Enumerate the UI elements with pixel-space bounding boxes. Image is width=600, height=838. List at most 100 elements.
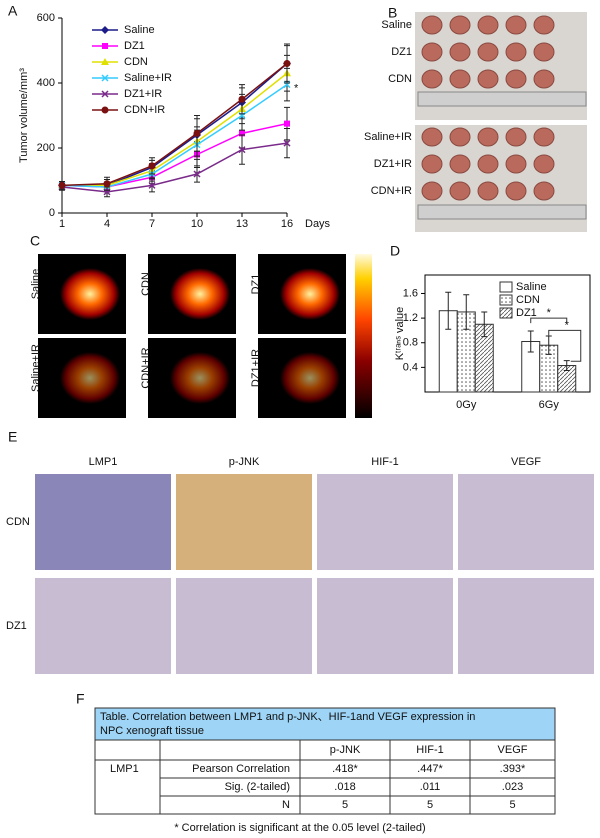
- panel-letter: C: [30, 233, 40, 249]
- x-tick-label: 1: [59, 218, 65, 230]
- table-cell: 5: [427, 799, 433, 811]
- tumor-photo: [421, 181, 443, 201]
- marker: [101, 26, 109, 34]
- tumor-photo: [477, 69, 499, 89]
- tumor-photo: [421, 127, 443, 147]
- ihc-image: [458, 474, 594, 570]
- tumor-photo: [505, 154, 527, 174]
- table-cell: .447*: [417, 763, 443, 775]
- panel-letter: D: [390, 243, 400, 259]
- tumor-photo: [533, 127, 555, 147]
- legend-swatch: [499, 294, 513, 306]
- table-cell: 5: [509, 799, 515, 811]
- marker: [239, 130, 245, 137]
- table-cell: Sig. (2-tailed): [225, 781, 290, 793]
- line: [61, 62, 288, 187]
- bracket: [548, 329, 582, 362]
- image-label: DZ1: [250, 274, 262, 295]
- error-bar: [463, 294, 470, 330]
- ihc-image: [458, 578, 594, 674]
- mri-tumor: [60, 352, 120, 404]
- table-title-box: [94, 707, 556, 741]
- legend-label: DZ1+IR: [124, 88, 162, 100]
- image-label: CDN+IR: [140, 347, 152, 388]
- mri-tumor: [170, 352, 230, 404]
- mri-tumor: [170, 268, 230, 320]
- row-label: Saline+IR: [364, 131, 412, 143]
- tumor-photo: [449, 181, 471, 201]
- footnote: * Correlation is significant at the 0.05…: [174, 822, 425, 834]
- legend-label: CDN+IR: [124, 104, 165, 116]
- table-title-line: Table. Correlation between LMP1 and p-JN…: [100, 711, 475, 723]
- y-tick-label: 600: [37, 12, 55, 24]
- marker: [58, 181, 66, 189]
- ihc-image: [317, 474, 453, 570]
- y-tick-label: 1.2: [403, 312, 418, 324]
- ihc-image: [176, 578, 312, 674]
- annotation: *: [294, 83, 299, 95]
- tumor-photo: [533, 154, 555, 174]
- tumor-photo: [449, 127, 471, 147]
- panel-letter: F: [76, 691, 85, 707]
- ruler: [417, 204, 587, 220]
- tumor-photo: [477, 15, 499, 35]
- tumor-photo: [477, 127, 499, 147]
- marker: [101, 58, 109, 65]
- marker: [283, 60, 291, 67]
- table-header: p-JNK: [330, 744, 361, 756]
- line: [61, 142, 288, 193]
- table-cell: .011: [420, 781, 441, 793]
- marker: [193, 129, 201, 137]
- x-tick-label: 16: [281, 218, 293, 230]
- plot-frame: [424, 274, 591, 393]
- legend-label: CDN: [516, 294, 540, 306]
- column-label: HIF-1: [371, 456, 399, 468]
- mri-tumor: [280, 268, 340, 320]
- column-label: LMP1: [89, 456, 118, 468]
- tumor-photo: [533, 15, 555, 35]
- ihc-image: [176, 474, 312, 570]
- image-label: CDN: [140, 272, 152, 296]
- tumor-photo: [477, 154, 499, 174]
- marker: [103, 180, 111, 188]
- table-row-group: LMP1: [110, 763, 139, 775]
- legend-label: Saline: [124, 24, 155, 36]
- table-cell: .018: [334, 781, 355, 793]
- tumor-photo: [477, 181, 499, 201]
- tumor-photo: [533, 181, 555, 201]
- tumor-photo: [477, 42, 499, 62]
- line: [62, 62, 288, 187]
- table-frame: [94, 739, 556, 815]
- table-header: HIF-1: [416, 744, 444, 756]
- tumor-photo: [505, 69, 527, 89]
- x-tick-label: 4: [104, 218, 110, 230]
- table-cell: .023: [502, 781, 523, 793]
- column-label: p-JNK: [229, 456, 260, 468]
- annotation: *: [565, 319, 570, 331]
- error-bar: [527, 330, 534, 353]
- y-tick-label: 0: [49, 207, 55, 219]
- tumor-photo: [533, 42, 555, 62]
- ihc-image: [35, 474, 171, 570]
- image-label: Saline: [30, 269, 42, 300]
- marker: [283, 139, 291, 147]
- error-bar: [445, 291, 452, 330]
- ihc-image: [317, 578, 453, 674]
- panel-letter: A: [8, 3, 18, 19]
- tumor-photo: [449, 15, 471, 35]
- y-axis-label: Tumor volume/mm³: [18, 68, 30, 163]
- ruler: [417, 91, 587, 107]
- marker: [238, 146, 246, 154]
- x-tick-label: 7: [149, 218, 155, 230]
- row-label: DZ1+IR: [374, 158, 412, 170]
- marker: [148, 162, 156, 170]
- marker: [238, 95, 246, 103]
- marker: [284, 120, 290, 127]
- table-cell: N: [282, 799, 290, 811]
- tumor-photo: [505, 127, 527, 147]
- row-label: DZ1: [6, 620, 27, 632]
- row-label: CDN: [6, 516, 30, 528]
- row-label: Saline: [381, 19, 412, 31]
- table-cell: Pearson Correlation: [192, 763, 290, 775]
